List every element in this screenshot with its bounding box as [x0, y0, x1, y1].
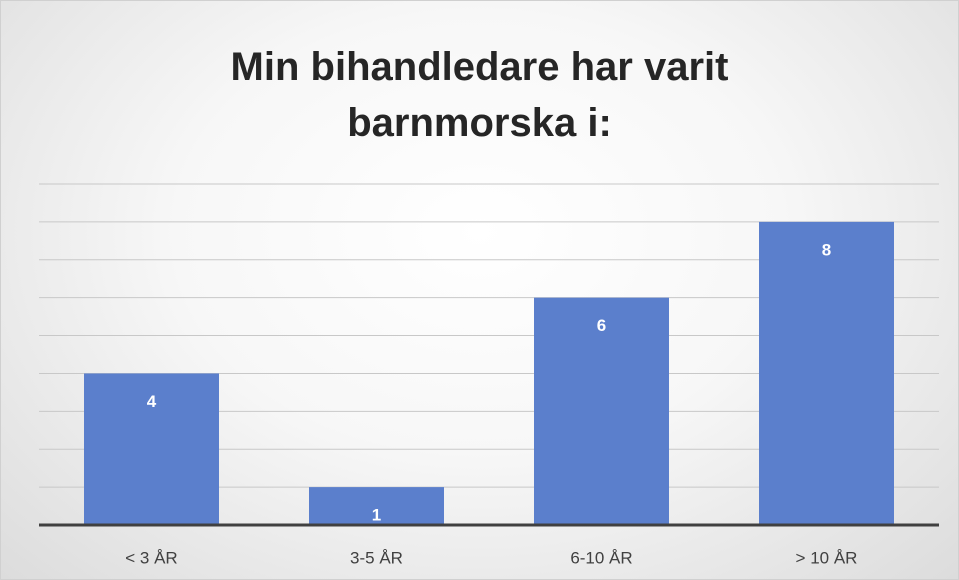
data-label: 8: [822, 240, 831, 259]
x-tick-label: 3-5 ÅR: [350, 548, 403, 567]
chart-title: Min bihandledare har varit barnmorska i:: [230, 45, 729, 145]
data-label: 6: [597, 316, 606, 335]
x-tick-label: 6-10 ÅR: [570, 548, 632, 567]
bar: [84, 373, 219, 525]
x-tick-label: < 3 ÅR: [125, 548, 177, 567]
bar: [309, 487, 444, 525]
data-label: 1: [372, 506, 381, 525]
bar: [759, 221, 894, 525]
data-label: 4: [147, 392, 157, 411]
bar: [534, 297, 669, 525]
x-tick-label: > 10 ÅR: [796, 548, 858, 567]
